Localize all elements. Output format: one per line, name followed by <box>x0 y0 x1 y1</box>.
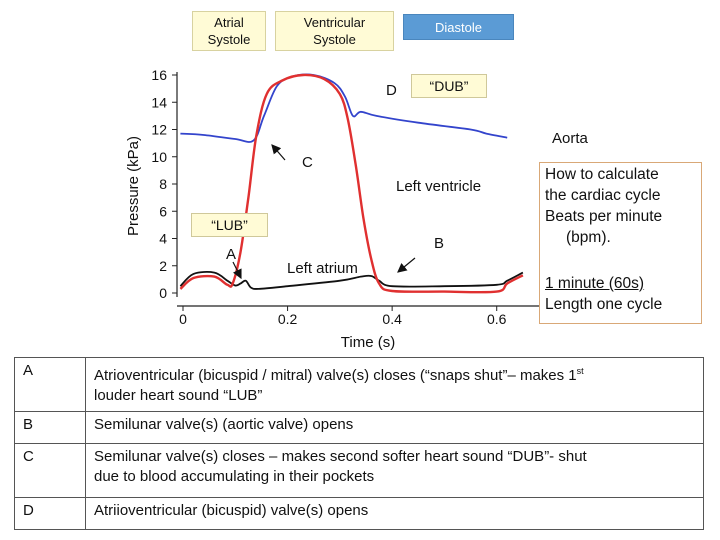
row-text-continued: due to blood accumulating in their pocke… <box>94 468 375 485</box>
chart-annotations: Aorta Left ventricle Left atrium A B C D <box>226 82 589 280</box>
table-row: C Semilunar valve(s) closes – makes seco… <box>14 443 704 498</box>
point-label-c: C <box>302 154 313 171</box>
ventricular-systole-line2: Systole <box>313 32 356 47</box>
y-tick-label: 8 <box>159 176 167 192</box>
dub-label: “DUB” <box>429 78 469 94</box>
y-tick-label: 16 <box>151 67 167 83</box>
point-label-d: D <box>386 82 397 99</box>
y-tick-label: 10 <box>151 149 167 165</box>
ventricular-systole-line1: Ventricular <box>303 15 366 30</box>
lub-callout: “LUB” <box>191 213 268 237</box>
arrow-c <box>271 144 286 161</box>
row-text: Atrioventricular (bicuspid / mitral) val… <box>94 367 577 384</box>
row-text-continued: louder heart sound “LUB” <box>94 387 263 404</box>
series-line-aorta <box>180 73 508 143</box>
row-text: Atriioventricular (bicuspid) valve(s) op… <box>94 502 369 519</box>
point-label-b: B <box>434 235 444 252</box>
diastole-label: Diastole <box>435 19 482 35</box>
x-tick-label: 0.2 <box>278 311 298 327</box>
y-axis-label: Pressure (kPa) <box>125 136 142 236</box>
dub-callout: “DUB” <box>411 74 487 98</box>
table-row: D Atriioventricular (bicuspid) valve(s) … <box>14 497 704 530</box>
row-text: Semilunar valve(s) closes – makes second… <box>94 448 587 465</box>
row-description: Semilunar valve(s) (aortic valve) opens <box>85 411 704 444</box>
left-atrium-annotation: Left atrium <box>287 260 358 277</box>
row-superscript: st <box>576 366 584 376</box>
y-tick-label: 4 <box>159 231 167 247</box>
atrial-systole-line1: Atrial <box>214 15 244 30</box>
info-line-3: Beats per minute <box>545 208 663 225</box>
row-description: Semilunar valve(s) closes – makes second… <box>85 443 704 498</box>
atrial-systole-line2: Systole <box>207 32 251 47</box>
info-line-1: How to calculate <box>545 166 659 183</box>
left-ventricle-annotation: Left ventricle <box>396 178 481 195</box>
y-tick-label: 12 <box>151 122 167 138</box>
atrial-systole-box: Atrial Systole <box>192 11 266 51</box>
arrow-a <box>232 261 242 280</box>
info-line-5: 1 minute (60s) <box>545 275 645 292</box>
diastole-box: Diastole <box>403 14 514 40</box>
chart-axes: 0 2 4 6 8 10 12 14 16 0 0.2 0.4 0.6 Time (s) Pressure … <box>125 67 552 351</box>
ventricular-systole-box: Ventricular Systole <box>275 11 394 51</box>
arrow-b <box>397 257 416 273</box>
bpm-info-box: How to calculate the cardiac cycle Beats… <box>539 162 702 324</box>
valve-events-table: A Atrioventricular (bicuspid / mitral) v… <box>14 357 704 530</box>
series-line-left-atrium <box>179 271 524 290</box>
row-description: Atrioventricular (bicuspid / mitral) val… <box>85 357 704 412</box>
row-key: B <box>14 411 86 444</box>
row-description: Atriioventricular (bicuspid) valve(s) op… <box>85 497 704 530</box>
aorta-annotation: Aorta <box>552 130 589 147</box>
y-tick-label: 0 <box>159 285 167 301</box>
info-line-4: (bpm). <box>566 229 611 246</box>
row-key: C <box>14 443 86 498</box>
x-tick-label: 0 <box>179 311 187 327</box>
info-line-6: Length one cycle <box>545 296 663 313</box>
y-tick-label: 14 <box>151 94 167 110</box>
point-label-a: A <box>226 246 236 263</box>
row-key: D <box>14 497 86 530</box>
series-line-left-ventricle <box>179 73 524 294</box>
x-axis-label: Time (s) <box>341 334 395 351</box>
row-text: Semilunar valve(s) (aortic valve) opens <box>94 416 354 433</box>
table-row: A Atrioventricular (bicuspid / mitral) v… <box>14 357 704 412</box>
lub-label: “LUB” <box>211 217 248 233</box>
y-tick-label: 2 <box>159 258 167 274</box>
row-key: A <box>14 357 86 412</box>
pressure-chart: 0 2 4 6 8 10 12 14 16 0 0.2 0.4 0.6 Time (s) Pressure … <box>125 67 589 351</box>
x-tick-label: 0.6 <box>487 311 507 327</box>
y-tick-label: 6 <box>159 203 167 219</box>
table-row: B Semilunar valve(s) (aortic valve) open… <box>14 411 704 444</box>
info-line-2: the cardiac cycle <box>545 187 661 204</box>
chart-series <box>179 73 524 294</box>
x-tick-label: 0.4 <box>382 311 402 327</box>
